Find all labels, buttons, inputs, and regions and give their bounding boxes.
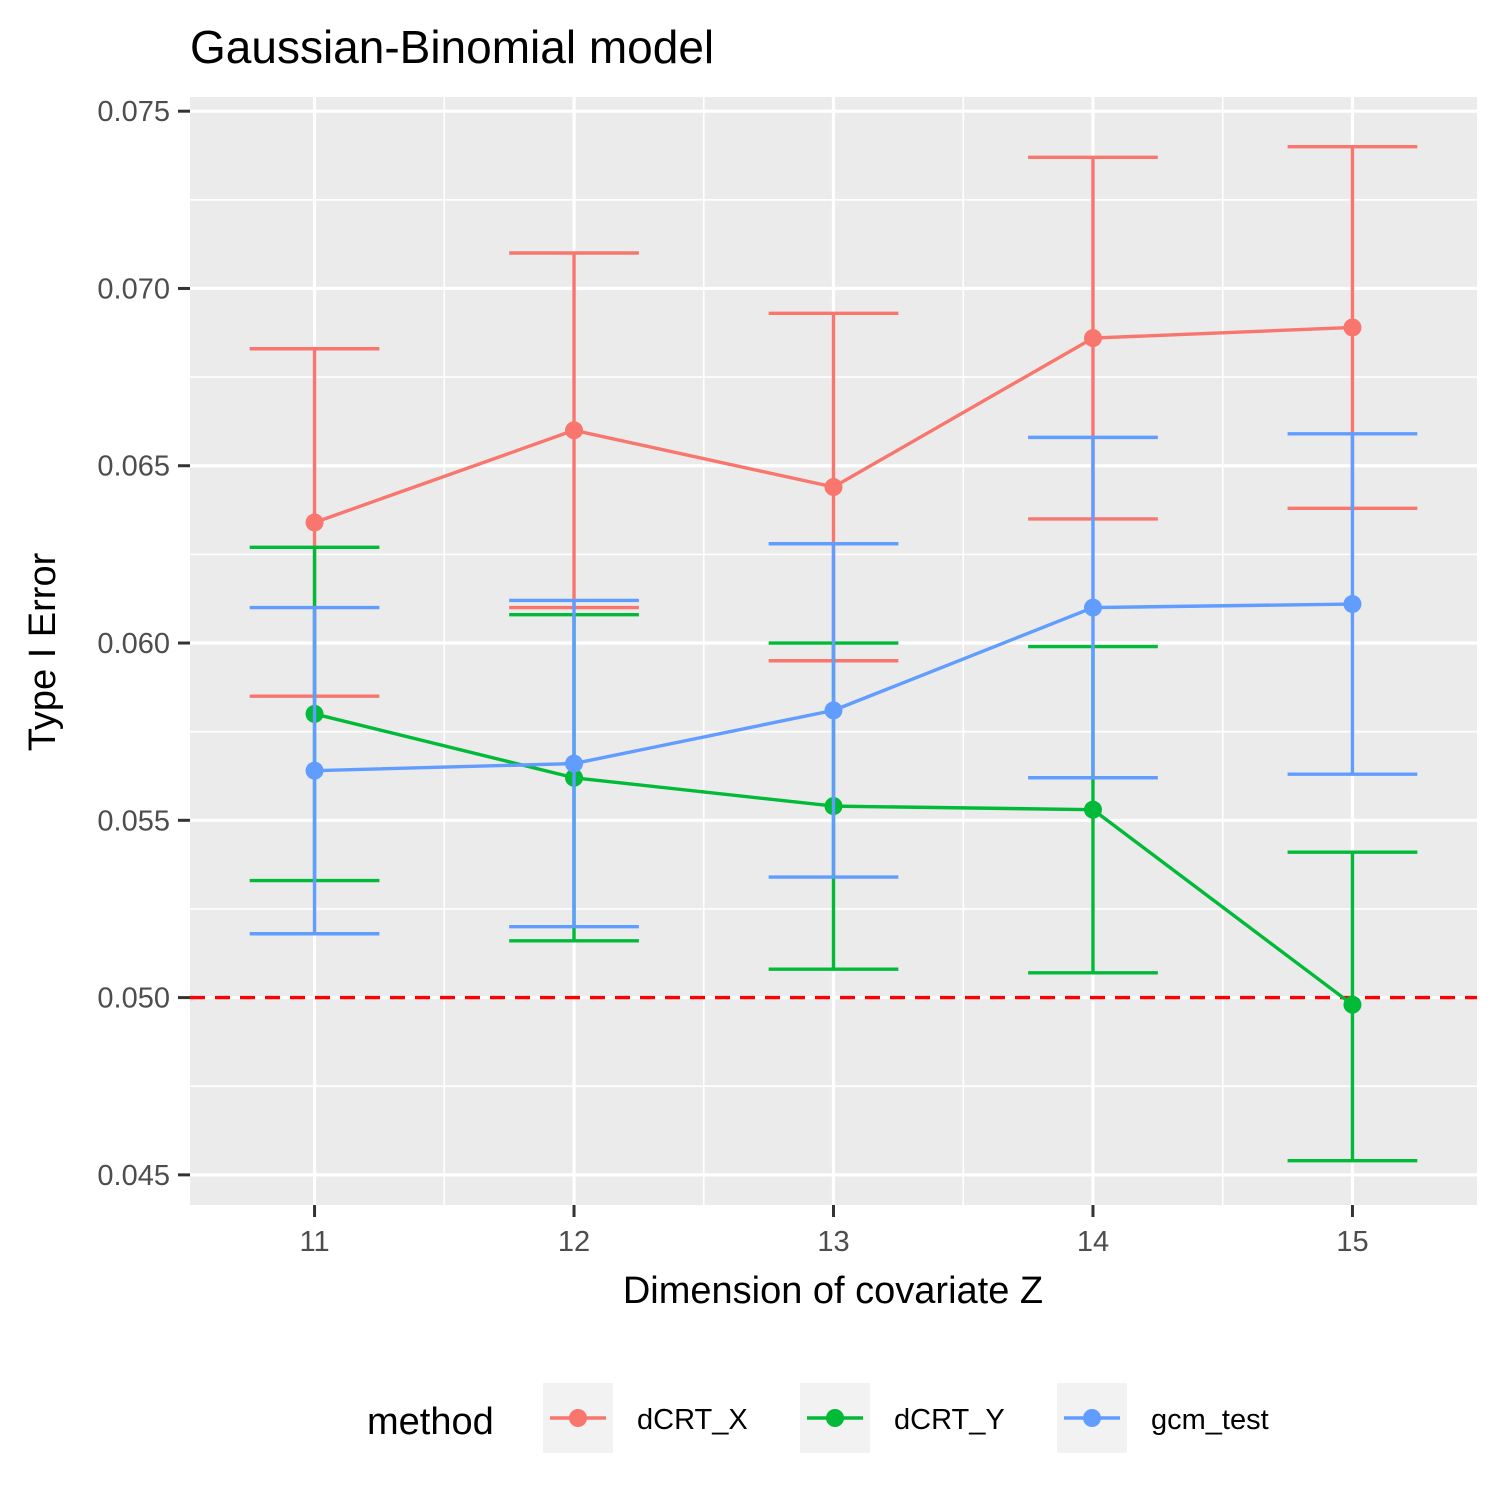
data-point [1343,595,1362,614]
data-point [824,478,843,497]
y-tick-label: 0.060 [97,628,170,660]
legend-label: dCRT_Y [894,1404,1005,1436]
y-tick-label: 0.055 [97,805,170,837]
y-tick-label: 0.065 [97,451,170,483]
data-point [1343,995,1362,1014]
legend-entry-dCRT_Y: dCRT_Y [800,1383,1005,1453]
y-tick-label: 0.075 [97,96,170,128]
data-point [1343,318,1362,337]
y-tick-label: 0.070 [97,273,170,305]
legend-title: method [367,1401,494,1443]
plot-panel [190,97,1477,1205]
x-axis-title: Dimension of covariate Z [623,1270,1043,1312]
data-point [1083,329,1102,348]
data-point [305,513,324,532]
x-tick-label: 15 [1336,1226,1368,1258]
axis-ticks: 0.045 0.050 0.055 0.060 0.065 0.070 0.075 11 12 1… [97,96,1368,1258]
data-point [565,421,584,440]
data-point [1083,598,1102,617]
legend-key-point [569,1409,587,1427]
data-point [1083,800,1102,819]
y-axis-title: Type I Error [22,552,64,751]
x-tick-label: 13 [817,1226,849,1258]
legend-entry-gcm_test: gcm_test [1057,1383,1269,1453]
legend-key-point [1083,1409,1101,1427]
x-tick-label: 14 [1077,1226,1109,1258]
legend-label: gcm_test [1151,1404,1269,1436]
data-point [565,754,584,773]
y-tick-label: 0.045 [97,1160,170,1192]
y-tick-label: 0.050 [97,983,170,1015]
x-tick-label: 12 [558,1226,590,1258]
legend-label: dCRT_X [637,1404,748,1436]
legend: method dCRT_X dCRT_Y gcm_test [367,1383,1269,1453]
x-tick-label: 11 [299,1226,329,1258]
data-point [305,761,324,780]
legend-key-point [826,1409,844,1427]
legend-entry-dCRT_X: dCRT_X [543,1383,748,1453]
chart-title: Gaussian-Binomial model [190,21,714,73]
data-point [824,701,843,720]
series-gcm_test [249,432,1418,936]
